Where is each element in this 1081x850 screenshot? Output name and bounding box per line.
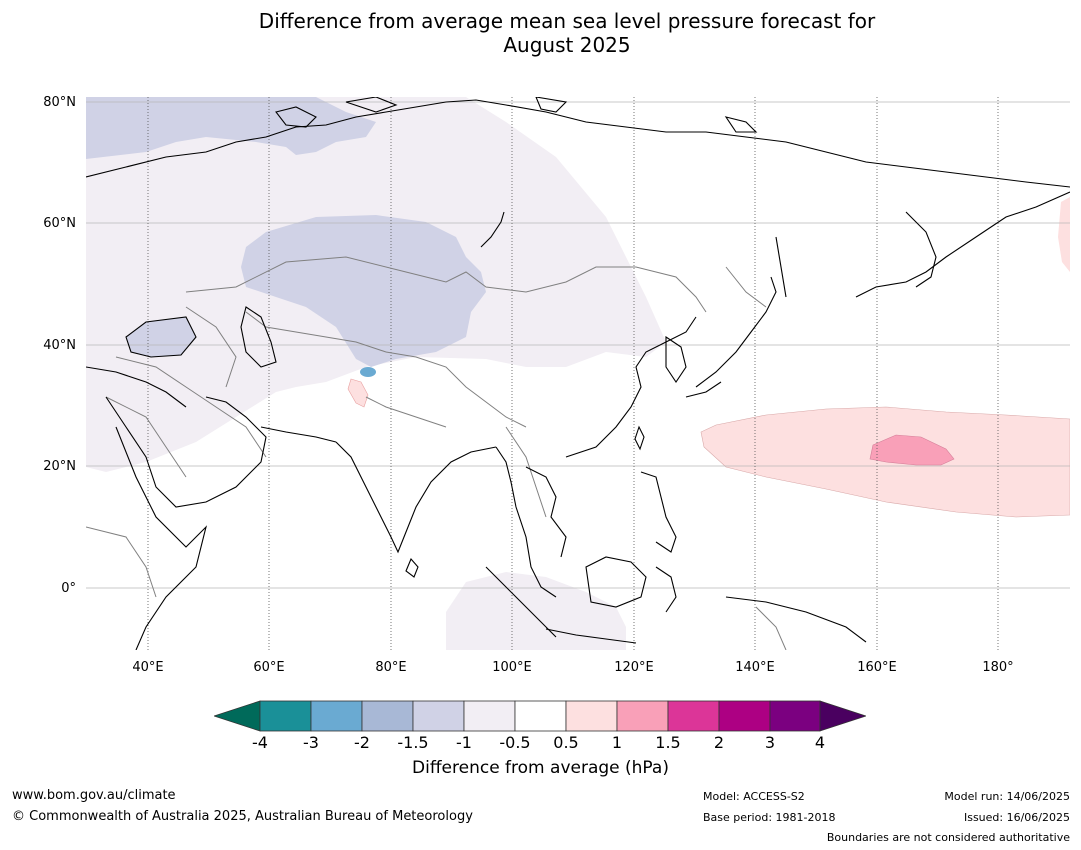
- colorbar-bin-6: [514, 700, 567, 732]
- colorbar: [214, 700, 866, 732]
- anomaly-region-neg-medium-north: [86, 97, 376, 159]
- colorbar-tick: -3: [303, 733, 319, 752]
- lon-label-120e: 120°E: [614, 660, 654, 675]
- title-line-1: Difference from average mean sea level p…: [258, 9, 876, 33]
- colorbar-bin-10: [718, 700, 771, 732]
- footer-model: Model: ACCESS-S2: [703, 790, 805, 803]
- title-line-2: August 2025: [503, 33, 631, 57]
- lon-label-140e: 140°E: [735, 660, 775, 675]
- lat-label-40n: 40°N: [43, 338, 76, 353]
- colorbar-bins: [214, 700, 866, 732]
- longitude-gridlines: [147, 97, 999, 650]
- anomaly-spot-neg-strong: [360, 367, 376, 377]
- anomaly-spot-pos-india: [347, 378, 369, 408]
- map-title: Difference from average mean sea level p…: [0, 9, 1081, 57]
- colorbar-bin-9: [667, 700, 720, 732]
- colorbar-bin-8: [616, 700, 669, 732]
- lat-label-80n: 80°N: [43, 95, 76, 110]
- footer-issued: Issued: 16/06/2025: [963, 811, 1070, 824]
- colorbar-tick: -1: [456, 733, 472, 752]
- footer-url[interactable]: www.bom.gov.au/climate: [12, 788, 176, 803]
- lat-label-60n: 60°N: [43, 216, 76, 231]
- colorbar-tick: 1.5: [655, 733, 681, 752]
- colorbar-tick: -2: [354, 733, 370, 752]
- colorbar-bin-3: [361, 700, 414, 732]
- pressure-anomaly-map: [86, 97, 1070, 650]
- footer-base-period: Base period: 1981-2018: [703, 811, 836, 824]
- colorbar-bin-2: [310, 700, 363, 732]
- lon-label-160e: 160°E: [857, 660, 897, 675]
- footer-copyright: © Commonwealth of Australia 2025, Austra…: [12, 809, 473, 824]
- colorbar-tick: -1.5: [397, 733, 429, 752]
- colorbar-bin-5: [463, 700, 516, 732]
- lon-label-180: 180°: [982, 660, 1014, 675]
- country-borders: [86, 256, 787, 650]
- anomaly-region-neg-medium-west: [126, 317, 196, 357]
- colorbar-extend-high: [819, 700, 866, 732]
- colorbar-bin-1: [259, 700, 312, 732]
- anomaly-region-pos-far-east: [1058, 197, 1070, 272]
- colorbar-tick: 2: [713, 733, 725, 752]
- footer-disclaimer: Boundaries are not considered authoritat…: [826, 831, 1070, 844]
- colorbar-tick: 0.5: [553, 733, 579, 752]
- lon-label-80e: 80°E: [375, 660, 407, 675]
- colorbar-bin-11: [769, 700, 821, 732]
- footer-model-run: Model run: 14/06/2025: [944, 790, 1070, 803]
- lon-label-60e: 60°E: [253, 660, 285, 675]
- latitude-gridlines: [86, 101, 1070, 589]
- colorbar-label: Difference from average (hPa): [412, 758, 669, 778]
- lon-label-40e: 40°E: [132, 660, 164, 675]
- coastlines: [86, 97, 1070, 650]
- colorbar-bin-4: [412, 700, 465, 732]
- colorbar-tick: -4: [252, 733, 268, 752]
- colorbar-bin-7: [565, 700, 618, 732]
- lat-label-0: 0°: [61, 581, 76, 596]
- colorbar-tick: 3: [764, 733, 776, 752]
- lat-label-20n: 20°N: [43, 459, 76, 474]
- anomaly-region-pos-pacific-core: [869, 434, 955, 466]
- colorbar-tick: 4: [814, 733, 826, 752]
- colorbar-tick: 1: [611, 733, 623, 752]
- anomaly-region-neg-medium-central: [241, 215, 486, 367]
- lon-label-100e: 100°E: [492, 660, 532, 675]
- anomaly-region-neg-small-south: [446, 572, 626, 650]
- colorbar-extend-low: [214, 700, 261, 732]
- colorbar-tick: -0.5: [499, 733, 531, 752]
